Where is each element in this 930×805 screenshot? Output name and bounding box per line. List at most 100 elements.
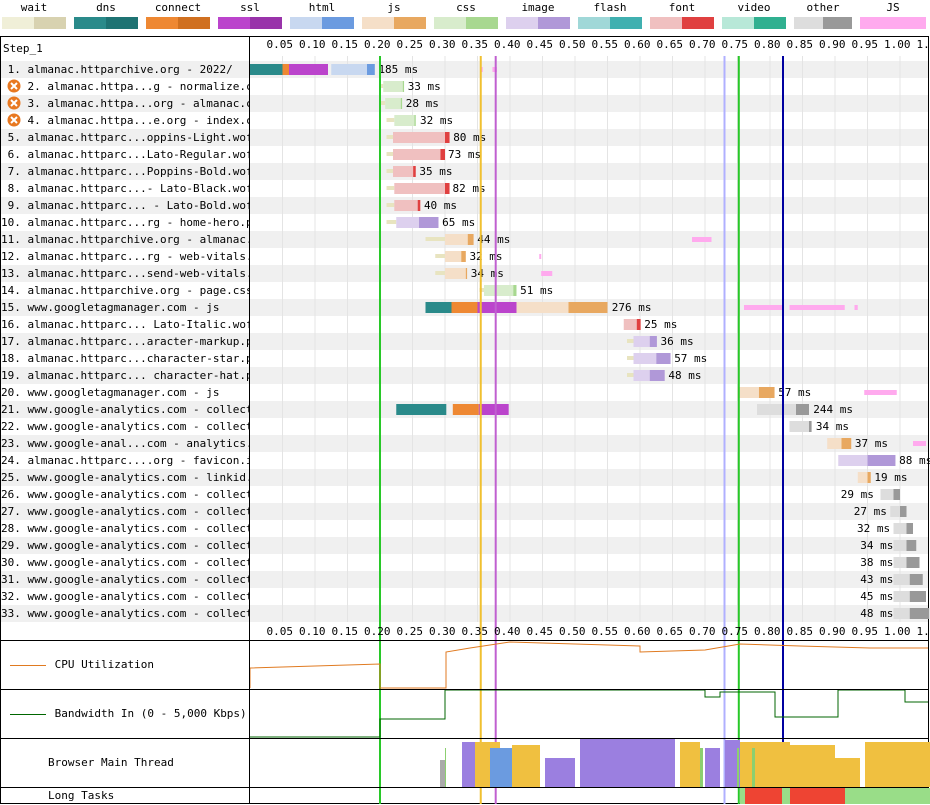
request-row[interactable]: 22. www.google-analytics.com - collect	[1, 418, 928, 435]
legend-item-wait: wait	[0, 0, 68, 34]
main-thread-activity	[440, 760, 445, 787]
connect-bar	[452, 404, 479, 415]
tick-label: 0.10	[299, 625, 326, 638]
download-bar-image	[838, 455, 868, 466]
request-time-label: 57 ms	[674, 352, 707, 365]
download-bar-image	[633, 370, 650, 381]
main-thread-activity	[700, 748, 703, 787]
request-row[interactable]: 2. almanac.httpa...g - normalize.css	[1, 78, 928, 95]
download-bar-js	[841, 438, 852, 449]
legend-item-js-execution: JS Execution	[858, 0, 928, 34]
request-row[interactable]: 23. www.google-anal...com - analytics.js	[1, 435, 928, 452]
download-bar-js	[467, 234, 474, 245]
download-bar-other	[909, 591, 926, 602]
request-row[interactable]: 26. www.google-analytics.com - collect	[1, 486, 928, 503]
request-row[interactable]: 33. www.google-analytics.com - collect	[1, 605, 928, 622]
request-row[interactable]: 32. www.google-analytics.com - collect	[1, 588, 928, 605]
request-row[interactable]: 5. almanac.httparc...oppins-Light.woff2	[1, 129, 928, 146]
download-bar-font	[393, 166, 414, 177]
request-row[interactable]: 4. almanac.httpa...e.org - index.css	[1, 112, 928, 129]
label-column-divider	[249, 36, 250, 804]
request-row[interactable]: 30. www.google-analytics.com - collect	[1, 554, 928, 571]
request-row[interactable]: 7. almanac.httparc...Poppins-Bold.woff2	[1, 163, 928, 180]
main-thread-activity	[580, 739, 675, 787]
main-thread-activity	[740, 742, 790, 787]
request-time-label: 51 ms	[520, 284, 553, 297]
request-row[interactable]: 25. www.google-analytics.com - linkid.js	[1, 469, 928, 486]
tick-label: 0.25	[396, 625, 424, 638]
request-label: 5. almanac.httparc...oppins-Light.woff2	[1, 131, 249, 144]
request-row[interactable]: 28. www.google-analytics.com - collect	[1, 520, 928, 537]
request-label: 21. www.google-analytics.com - collect	[1, 403, 249, 416]
request-row[interactable]: 12. almanac.httparc...rg - web-vitals.js	[1, 248, 928, 265]
separator	[0, 738, 929, 739]
request-row[interactable]: 18. almanac.httparc...character-star.png	[1, 350, 928, 367]
main-thread-activity	[705, 748, 720, 787]
tick-label: 0.85	[786, 625, 814, 638]
download-bar-font	[445, 132, 450, 143]
tick-label: 0.05	[266, 38, 294, 51]
request-row[interactable]: 31. www.google-analytics.com - collect	[1, 571, 928, 588]
request-label: 28. www.google-analytics.com - collect	[1, 522, 249, 535]
tick-label: 0.50	[559, 625, 586, 638]
request-row[interactable]: 17. almanac.httparc...aracter-markup.png	[1, 333, 928, 350]
request-row[interactable]: 3. almanac.httpa...org - almanac.css	[1, 95, 928, 112]
request-row[interactable]: 8. almanac.httparc...- Lato-Black.woff2	[1, 180, 928, 197]
tick-label: 0.20	[364, 38, 391, 51]
request-row[interactable]: 16. almanac.httparc... Lato-Italic.woff2	[1, 316, 928, 333]
dns-bar	[425, 302, 452, 313]
tick-label: 0.35	[461, 625, 489, 638]
request-row[interactable]: 6. almanac.httparc...Lato-Regular.woff2	[1, 146, 928, 163]
download-bar-js	[857, 472, 868, 483]
tick-label: 0.70	[689, 625, 716, 638]
request-label: 27. www.google-analytics.com - collect	[1, 505, 249, 518]
legend-label: image	[521, 1, 555, 14]
download-bar-other	[900, 506, 907, 517]
download-bar-other	[880, 489, 894, 500]
download-bar-css	[402, 81, 405, 92]
download-bar-image	[649, 370, 665, 381]
legend-swatch	[506, 17, 570, 29]
request-time-label: 82 ms	[453, 182, 486, 195]
tick-label: 0.75	[721, 38, 749, 51]
request-row[interactable]: 14. almanac.httparchive.org - page.css	[1, 282, 928, 299]
long-tasks-label: Long Tasks	[48, 789, 115, 802]
main-thread-activity	[680, 742, 700, 787]
download-bar-css	[383, 81, 403, 92]
request-label: 19. almanac.httparc... character-hat.png	[1, 369, 249, 382]
request-label: 30. www.google-analytics.com - collect	[1, 556, 249, 569]
request-row[interactable]: 10. almanac.httparc...rg - home-hero.png	[1, 214, 928, 231]
request-row[interactable]: 9. almanac.httparc... - Lato-Bold.woff2	[1, 197, 928, 214]
legend-label: flash	[593, 1, 627, 14]
request-label: 17. almanac.httparc...aracter-markup.png	[1, 335, 249, 348]
legend-label: css	[456, 1, 476, 14]
request-row[interactable]: 19. almanac.httparc... character-hat.png	[1, 367, 928, 384]
request-row[interactable]: 1. almanac.httparchive.org - 2022/	[1, 61, 928, 78]
legend-label: video	[737, 1, 771, 14]
request-row[interactable]: 29. www.google-analytics.com - collect	[1, 537, 928, 554]
main-thread-activity	[835, 758, 860, 787]
cpu-label: CPU Utilization	[54, 658, 154, 671]
download-bar-other	[893, 574, 910, 585]
request-time-label: 27 ms	[854, 505, 887, 518]
request-row[interactable]: 24. almanac.httparc....org - favicon.ico	[1, 452, 928, 469]
tick-label: 0.60	[624, 625, 651, 638]
cpu-panel-label: CPU Utilization	[0, 641, 249, 689]
request-row[interactable]: 20. www.googletagmanager.com - js	[1, 384, 928, 401]
download-bar-other	[906, 523, 913, 534]
request-time-label: 36 ms	[661, 335, 694, 348]
tick-label: 0.95	[851, 625, 879, 638]
legend-swatch	[860, 17, 926, 29]
legend-item-font: font	[648, 0, 716, 34]
request-time-label: 29 ms	[841, 488, 874, 501]
download-bar-other	[757, 404, 796, 415]
tick-label: 0.45	[526, 625, 554, 638]
request-label: 3. almanac.httpa...org - almanac.css	[1, 97, 249, 110]
cpu-line-swatch	[10, 664, 46, 666]
legend-swatch	[434, 17, 498, 29]
wait-bar	[425, 237, 445, 241]
legend-item-image: image	[504, 0, 572, 34]
request-row[interactable]: 27. www.google-analytics.com - collect	[1, 503, 928, 520]
legend-item-other: other	[792, 0, 854, 34]
tick-label: 0.10	[299, 38, 326, 51]
